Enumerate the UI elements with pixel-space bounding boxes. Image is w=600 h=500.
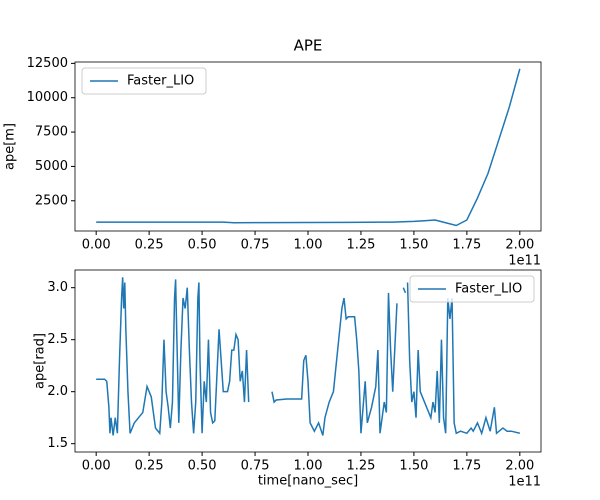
y-tick-label: 2500 <box>35 193 68 208</box>
x-axis-label: time[nano_sec] <box>258 474 358 489</box>
y-tick-label: 2.5 <box>47 332 68 347</box>
x-tick-label: 2.00 <box>505 459 534 474</box>
x-tick-label: 1.50 <box>399 238 428 253</box>
y-axis-label: ape[m] <box>3 123 18 170</box>
y-tick-label: 7500 <box>35 125 68 140</box>
x-tick-label: 0.75 <box>241 459 270 474</box>
y-tick-label: 12500 <box>27 56 68 71</box>
x-tick-label: 1.75 <box>452 459 481 474</box>
axes-frame <box>74 269 542 453</box>
x-tick-label: 0.00 <box>82 238 111 253</box>
legend-box <box>81 67 207 95</box>
chart-title: APE <box>294 37 323 55</box>
x-tick-label: 1.25 <box>346 459 375 474</box>
x-tick-label: 0.25 <box>135 238 164 253</box>
legend-label: Faster_LIO <box>127 74 194 89</box>
legend-label: Faster_LIO <box>455 282 522 297</box>
x-offset-label: 1e11 <box>508 475 541 490</box>
x-offset-label: 1e11 <box>508 254 541 269</box>
y-tick-label: 5000 <box>35 159 68 174</box>
axes-frame <box>74 61 542 232</box>
x-tick-label: 1.00 <box>294 238 323 253</box>
x-tick-label: 0.00 <box>82 459 111 474</box>
y-tick-label: 1.5 <box>47 436 68 451</box>
x-tick-label: 1.00 <box>294 459 323 474</box>
x-tick-label: 0.50 <box>188 238 217 253</box>
x-tick-label: 0.25 <box>135 459 164 474</box>
data-line <box>96 277 520 436</box>
y-tick-label: 3.0 <box>47 280 68 295</box>
data-line <box>96 68 521 227</box>
x-tick-label: 1.50 <box>399 459 428 474</box>
x-tick-label: 0.50 <box>188 459 217 474</box>
y-axis-label: ape[rad] <box>33 333 48 389</box>
legend-box <box>409 275 535 303</box>
x-tick-label: 0.75 <box>241 238 270 253</box>
y-tick-label: 10000 <box>27 90 68 105</box>
y-tick-label: 2.0 <box>47 384 68 399</box>
x-tick-label: 1.25 <box>346 238 375 253</box>
x-tick-label: 2.00 <box>505 238 534 253</box>
x-tick-label: 1.75 <box>452 238 481 253</box>
